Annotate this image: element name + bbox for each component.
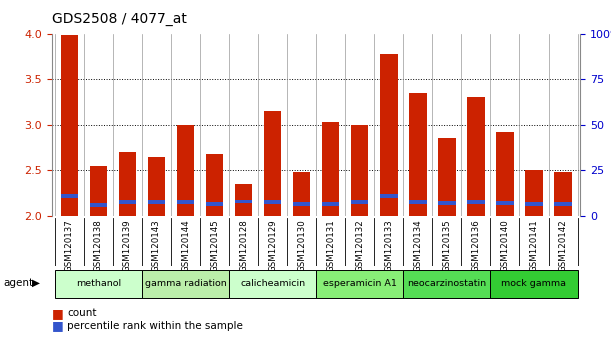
Bar (525, 202, 543, 206)
Text: methanol: methanol (76, 279, 121, 288)
FancyBboxPatch shape (316, 269, 403, 297)
Text: GSM120129: GSM120129 (268, 219, 277, 272)
Text: ■: ■ (52, 307, 64, 320)
Text: GSM120128: GSM120128 (239, 219, 248, 272)
Bar (293, 202, 310, 206)
Bar (467, 200, 485, 204)
Text: gamma radiation: gamma radiation (145, 279, 227, 288)
FancyBboxPatch shape (229, 269, 316, 297)
Text: GDS2508 / 4077_at: GDS2508 / 4077_at (52, 12, 187, 27)
Text: GSM120132: GSM120132 (355, 219, 364, 272)
Bar (351, 125, 368, 216)
FancyBboxPatch shape (403, 269, 491, 297)
Bar (438, 138, 456, 216)
Bar (119, 200, 136, 204)
Bar (235, 184, 252, 216)
Bar (554, 202, 572, 206)
Text: esperamicin A1: esperamicin A1 (323, 279, 397, 288)
Text: GSM120134: GSM120134 (413, 219, 422, 272)
Bar (177, 200, 194, 204)
Bar (177, 125, 194, 216)
Bar (409, 93, 426, 216)
Text: GSM120137: GSM120137 (65, 219, 74, 272)
Text: GSM120131: GSM120131 (326, 219, 335, 272)
Text: percentile rank within the sample: percentile rank within the sample (67, 321, 243, 331)
Bar (264, 111, 281, 216)
Bar (380, 194, 398, 198)
Bar (496, 201, 514, 205)
Bar (206, 202, 223, 206)
Bar (293, 172, 310, 216)
Bar (496, 132, 514, 216)
Bar (438, 201, 456, 205)
FancyBboxPatch shape (491, 269, 577, 297)
Bar (90, 203, 107, 207)
Text: GSM120145: GSM120145 (210, 219, 219, 272)
Bar (90, 166, 107, 216)
Text: GSM120138: GSM120138 (94, 219, 103, 272)
Text: GSM120144: GSM120144 (181, 219, 190, 272)
Text: count: count (67, 308, 97, 318)
Text: calicheamicin: calicheamicin (240, 279, 306, 288)
Text: GSM120130: GSM120130 (297, 219, 306, 272)
Text: GSM120133: GSM120133 (384, 219, 393, 272)
Bar (148, 200, 165, 204)
FancyBboxPatch shape (55, 269, 142, 297)
Bar (206, 154, 223, 216)
Bar (148, 157, 165, 216)
Text: agent: agent (3, 278, 33, 288)
Bar (554, 172, 572, 216)
Bar (380, 54, 398, 216)
Bar (60, 35, 78, 216)
Bar (235, 200, 252, 203)
Bar (351, 200, 368, 204)
Text: mock gamma: mock gamma (502, 279, 566, 288)
Text: GSM120139: GSM120139 (123, 219, 132, 272)
Text: GSM120141: GSM120141 (530, 219, 538, 272)
Text: GSM120136: GSM120136 (472, 219, 480, 272)
Bar (322, 202, 340, 206)
Bar (467, 97, 485, 216)
FancyBboxPatch shape (142, 269, 229, 297)
Text: GSM120142: GSM120142 (558, 219, 568, 272)
Text: GSM120143: GSM120143 (152, 219, 161, 272)
Text: GSM120135: GSM120135 (442, 219, 452, 272)
Bar (322, 122, 340, 216)
Text: ■: ■ (52, 319, 64, 332)
Bar (60, 194, 78, 198)
Text: GSM120140: GSM120140 (500, 219, 510, 272)
Bar (119, 152, 136, 216)
Bar (525, 170, 543, 216)
Text: ▶: ▶ (32, 278, 40, 288)
Text: neocarzinostatin: neocarzinostatin (408, 279, 486, 288)
Bar (264, 200, 281, 204)
Bar (409, 200, 426, 204)
